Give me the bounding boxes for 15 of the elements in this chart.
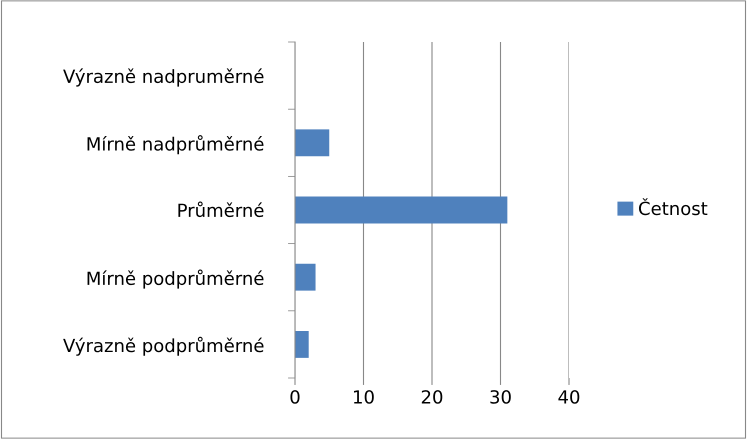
- bar: [295, 330, 309, 358]
- y-tick-label: Průměrné: [178, 202, 264, 218]
- bar: [295, 196, 508, 224]
- y-tick-label: Mírně podprůměrné: [88, 270, 264, 289]
- bar: [295, 264, 316, 291]
- y-tick-label: Výrazně podprůměrné: [63, 336, 264, 356]
- bar: [295, 129, 330, 156]
- x-tick-label: 20: [422, 390, 442, 404]
- x-tick-label: 0: [290, 390, 300, 404]
- x-tick-label: 40: [558, 390, 580, 404]
- x-tick-label: 30: [490, 390, 511, 404]
- y-tick-label: Výrazně nadpruměrné: [63, 68, 264, 87]
- legend-label: Četnost: [639, 198, 708, 216]
- y-tick-label: Mírně nadprůměrné: [88, 135, 264, 154]
- x-tick-label: 10: [354, 390, 374, 404]
